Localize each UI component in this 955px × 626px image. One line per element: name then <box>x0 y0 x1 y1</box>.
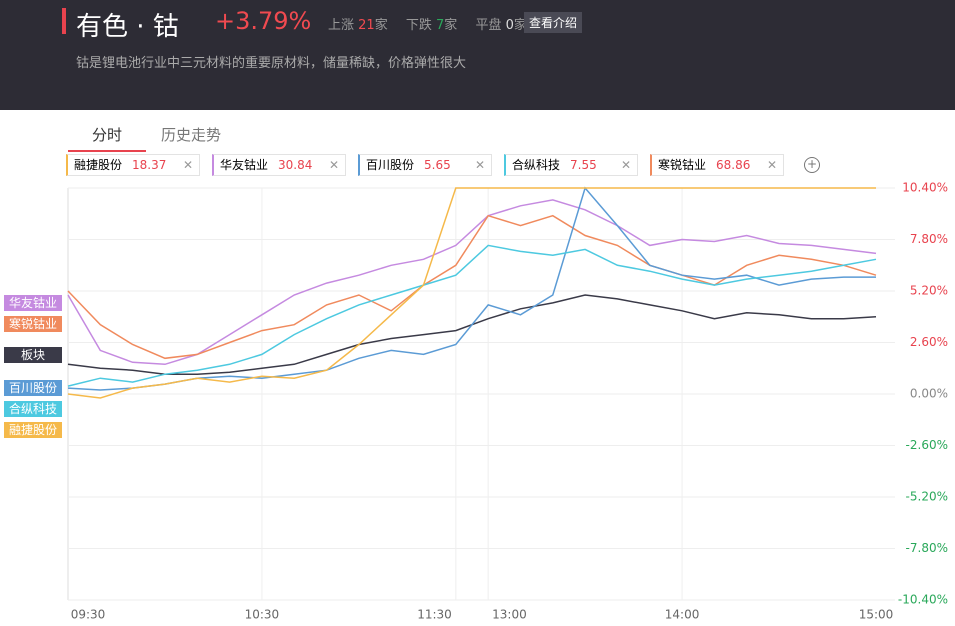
close-icon[interactable]: ✕ <box>620 158 631 172</box>
y-tick-label: 10.40% <box>902 181 948 195</box>
series-line <box>67 244 877 387</box>
x-tick-label: 11:30 <box>417 608 452 622</box>
tab[interactable]: 历史走势 <box>161 126 222 144</box>
stat-unit: 家 <box>374 18 388 33</box>
x-tick-label: 10:30 <box>245 608 280 622</box>
stat-label: 下跌 <box>405 18 432 33</box>
stock-price: 5.65 <box>424 158 451 172</box>
y-tick-label: 2.60% <box>910 335 948 349</box>
y-tick-label: 7.80% <box>910 232 948 246</box>
intro-button[interactable]: 查看介绍 <box>524 12 583 33</box>
stat-unit: 家 <box>513 18 527 33</box>
stock-name: 百川股份 <box>366 158 415 172</box>
compare-tab[interactable]: 融捷股份 18.37 ✕ <box>66 154 200 176</box>
close-icon[interactable]: ✕ <box>766 158 777 172</box>
legend-item: 寒锐钴业 <box>4 316 62 332</box>
description: 钴是锂电池行业中三元材料的重要原材料，储量稀缺，价格弹性很大 <box>76 56 467 71</box>
compare-tab[interactable]: 华友钴业 30.84 ✕ <box>212 154 346 176</box>
y-tick-label: 5.20% <box>910 284 948 298</box>
y-tick-label: 0.00% <box>910 387 948 401</box>
stat-count: 21 <box>358 18 375 33</box>
header: 有色 · 钴 +3.79% 上涨 21家 下跌 7家 平盘 0家 查看介绍 钴是… <box>0 0 955 110</box>
y-tick-label: -7.80% <box>906 541 948 555</box>
x-tick-label: 15:00 <box>859 608 894 622</box>
stock-name: 华友钴业 <box>220 158 269 172</box>
series-line <box>67 294 877 375</box>
legend-item: 华友钴业 <box>4 295 62 311</box>
accent <box>62 8 66 34</box>
close-icon[interactable]: ✕ <box>474 158 485 172</box>
y-tick-label: -10.40% <box>898 593 948 607</box>
compare-tab[interactable]: 合纵科技 7.55 ✕ <box>504 154 638 176</box>
stat-count: 0 <box>505 18 514 33</box>
tab-underline <box>68 150 146 152</box>
stock-price: 30.84 <box>278 158 313 172</box>
series-line <box>67 214 877 360</box>
add-button[interactable]: + <box>804 157 820 173</box>
x-tick-label: 13:00 <box>492 608 527 622</box>
stat-label: 上涨 <box>328 18 355 33</box>
stock-name: 寒锐钴业 <box>658 158 707 172</box>
title: 有色 · 钴 <box>76 12 179 42</box>
stat-label: 平盘 <box>475 18 502 33</box>
legend-item: 百川股份 <box>4 380 62 396</box>
stock-price: 7.55 <box>570 158 597 172</box>
y-tick-label: -5.20% <box>906 490 948 504</box>
change: +3.79% <box>215 7 312 35</box>
compare-tab[interactable]: 寒锐钴业 68.86 ✕ <box>650 154 784 176</box>
stock-price: 68.86 <box>716 158 751 172</box>
series-line <box>67 199 877 366</box>
stock-name: 合纵科技 <box>512 158 561 172</box>
close-icon[interactable]: ✕ <box>328 158 339 172</box>
x-tick-label: 14:00 <box>665 608 700 622</box>
x-tick-label: 09:30 <box>71 608 106 622</box>
stats: 上涨 21家 下跌 7家 平盘 0家 <box>328 14 541 33</box>
legend-item: 合纵科技 <box>4 401 62 417</box>
close-icon[interactable]: ✕ <box>182 158 193 172</box>
y-tick-label: -2.60% <box>906 438 948 452</box>
stock-price: 18.37 <box>132 158 167 172</box>
series-line <box>67 186 876 391</box>
legend-item: 板块 <box>4 347 62 363</box>
stat-unit: 家 <box>444 18 458 33</box>
compare-tab[interactable]: 百川股份 5.65 ✕ <box>358 154 492 176</box>
stat-count: 7 <box>436 18 445 33</box>
tab[interactable]: 分时 <box>92 126 123 144</box>
stock-name: 融捷股份 <box>74 158 123 172</box>
legend-item: 融捷股份 <box>4 422 62 438</box>
series-line <box>67 187 876 399</box>
